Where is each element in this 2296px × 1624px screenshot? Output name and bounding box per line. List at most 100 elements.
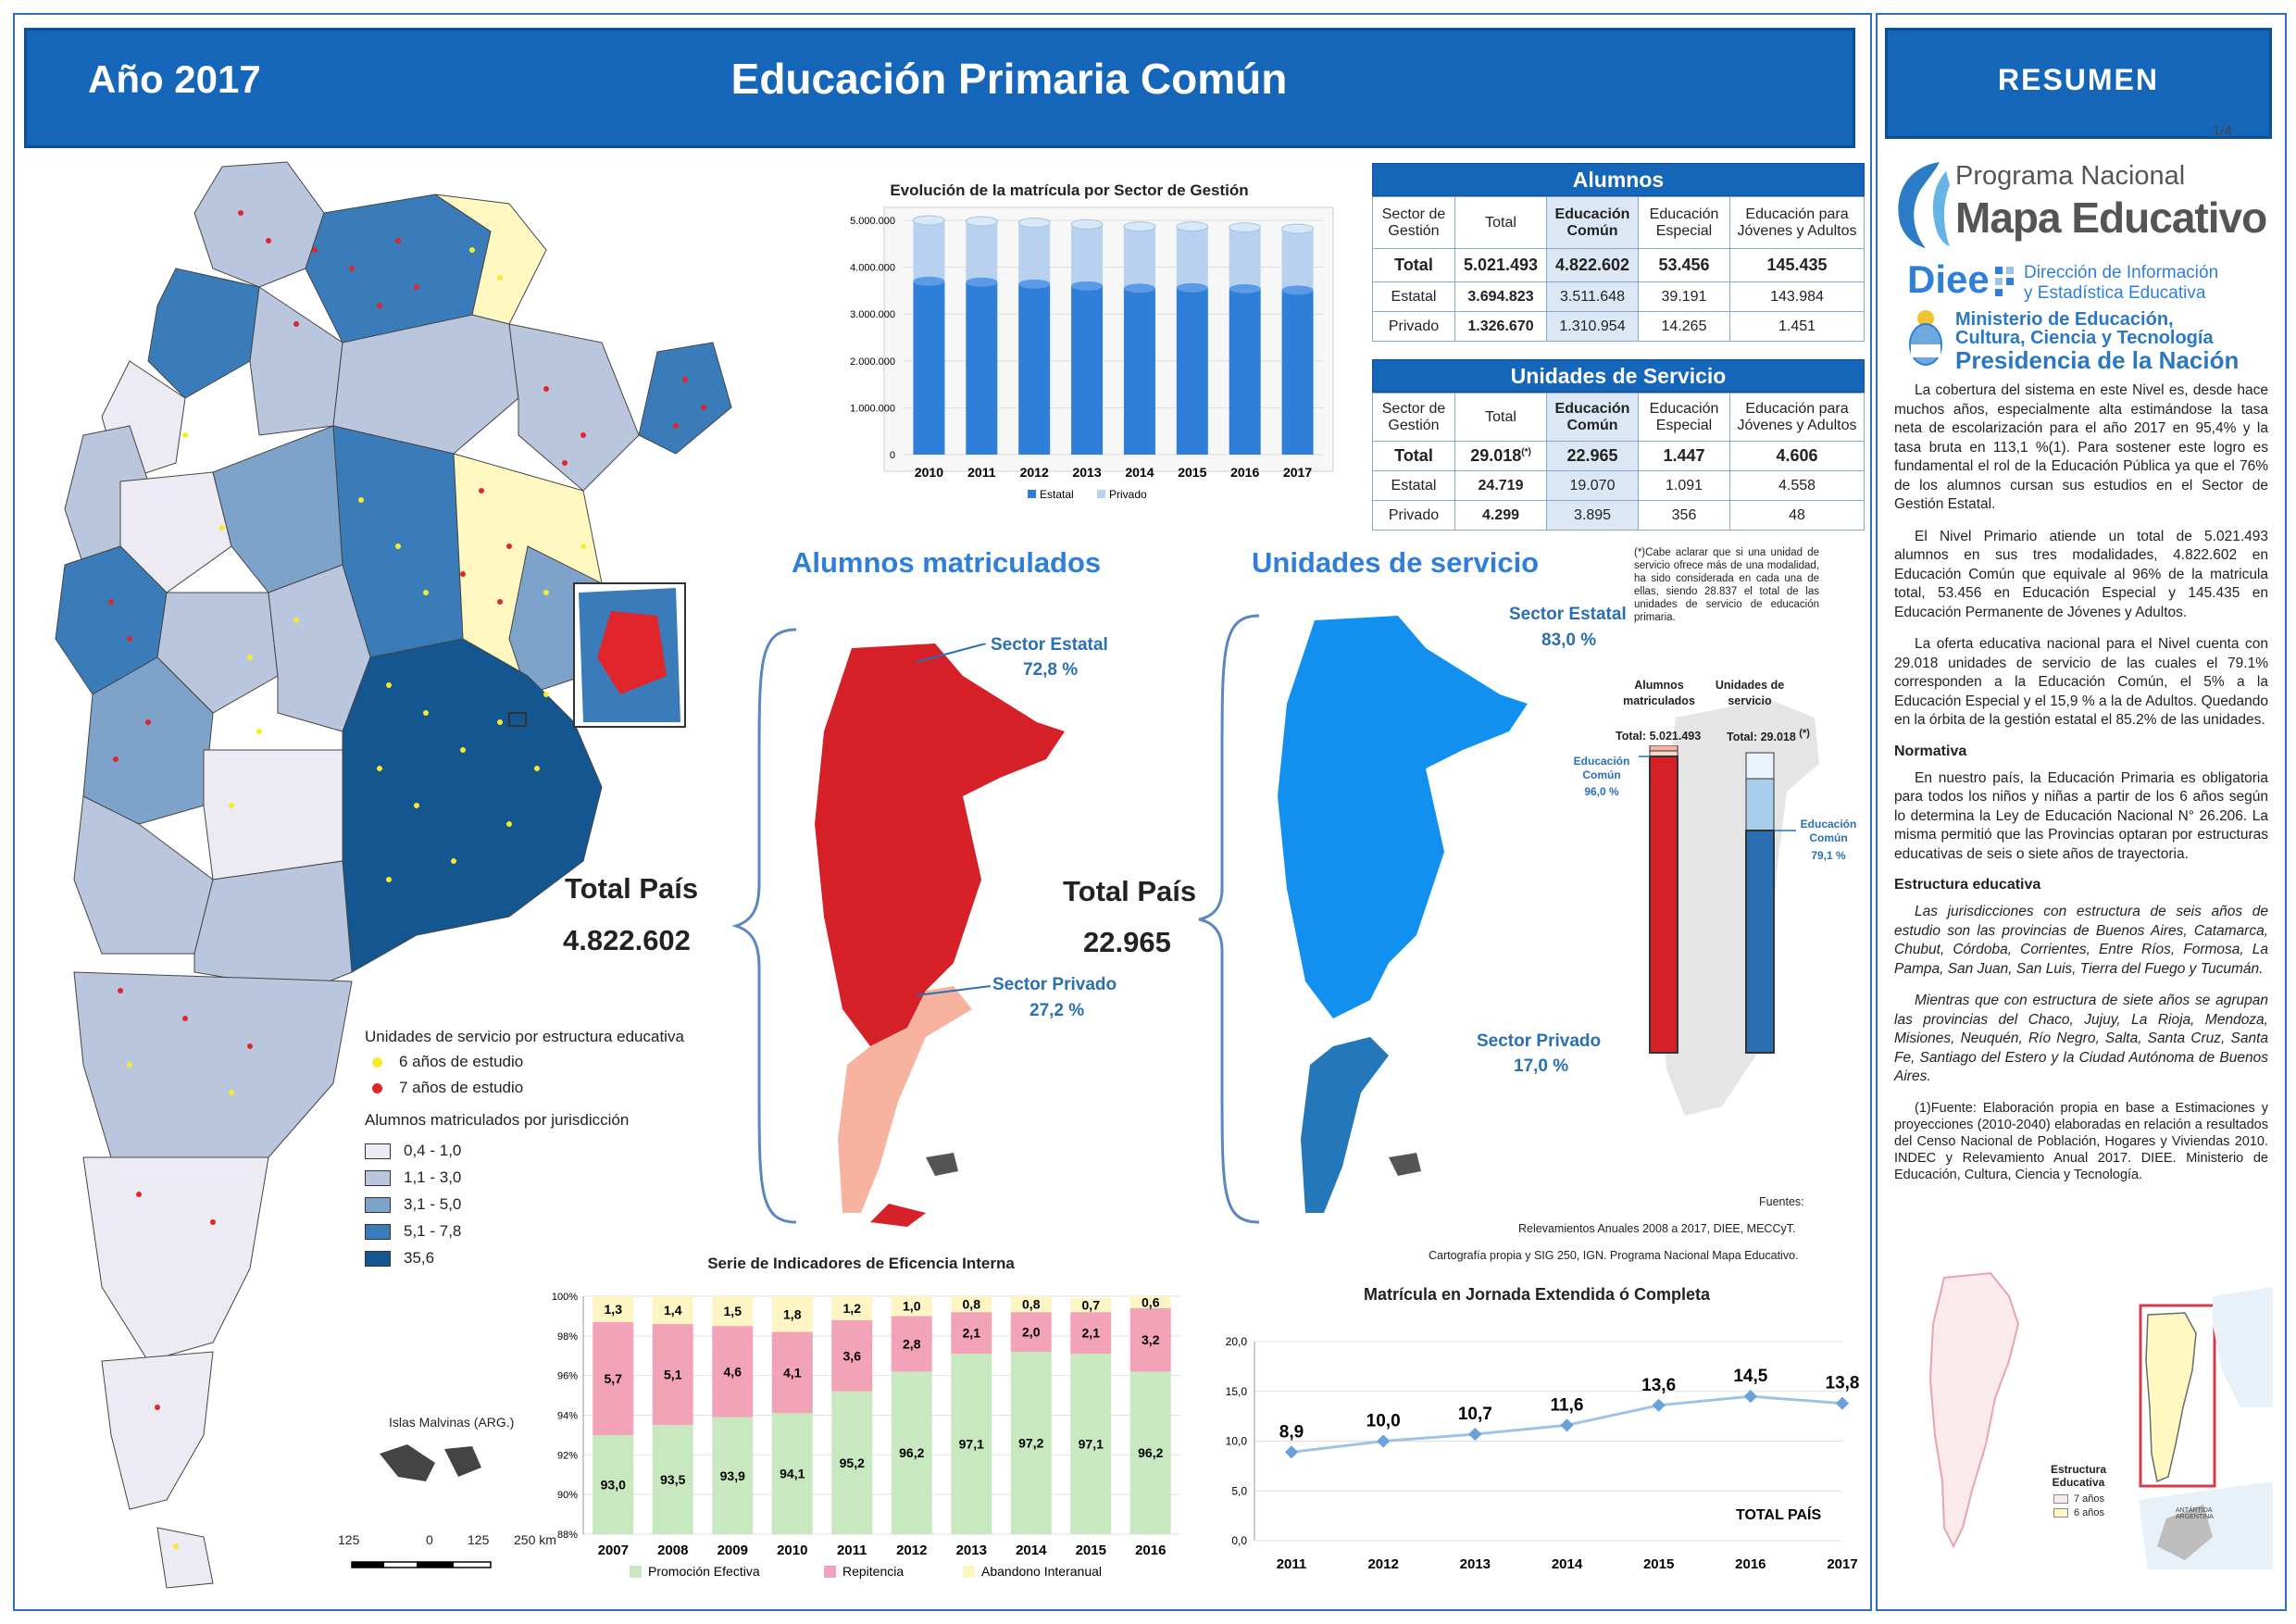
alumnos-cell: 39.191 [1638,281,1730,312]
unidades-table: Sector de Gestión Total Educación Común … [1372,393,1865,531]
data-point [1468,1427,1482,1442]
bar-segment [652,1323,693,1426]
year-label: Año 2017 [88,57,261,101]
unidades-row-estatal: Estatal 24.719 19.070 1.091 4.558 [1372,470,1865,501]
main-frame [13,13,1872,1611]
scale-label-3: 125 [468,1532,490,1547]
summary-p3: La oferta educativa nacional para el Niv… [1894,636,2268,728]
summary-title: RESUMEN [1997,63,2159,96]
data-label: 97,1 [959,1437,984,1452]
legend-label: Privado [1109,488,1147,501]
unidades-cell: 3.895 [1546,500,1639,531]
bar-cap [965,216,998,227]
mini-label-6: 6 años [2074,1507,2105,1518]
legend-class-2: 1,1 - 3,0 [365,1164,461,1191]
legend-swatch-1 [365,1143,391,1160]
data-label: 5,1 [664,1368,682,1382]
alumnos-total-label: Total País [565,872,699,905]
alumnos-table: Sector de Gestión Total Educación Común … [1372,196,1865,342]
unidades-row-privado: Privado 4.299 3.895 356 48 [1372,500,1865,531]
alumnos-estatal-label: Sector Estatal [991,635,1108,655]
alumnos-cell: 5.021.493 [1454,248,1547,282]
y-tick-label: 94% [557,1411,578,1422]
alumnos-header-row: Sector de Gestión Total Educación Común … [1372,196,1865,249]
x-tick-label: 2011 [1277,1556,1307,1572]
ministry-line2: Cultura, Ciencia y Tecnología [1955,328,2214,348]
red-dot-icon [372,1083,382,1094]
evolution-chart: Evolución de la matrícula por Sector de … [796,176,1342,509]
program-logo-icon [1898,162,1950,248]
legend-swatch [963,1566,975,1578]
x-tick-label: 2015 [1178,465,1206,480]
scale-label-2: 0 [426,1532,433,1547]
units-6-label: 6 años de estudio [399,1053,524,1070]
unidades-cell: 356 [1638,500,1730,531]
comparison-columns [1639,745,1796,1054]
unidades-estatal-label: Sector Estatal [1509,605,1627,624]
bar-cap [912,215,945,226]
x-tick-label: 2017 [1827,1556,1857,1572]
evolution-chart-title: Evolución de la matrícula por Sector de … [890,181,1249,199]
data-label: 97,2 [1018,1435,1043,1450]
unidades-h2: Educación Común [1546,393,1639,442]
legend-swatch-5 [365,1251,391,1268]
alumnos-h0: Sector de Gestión [1372,196,1455,249]
students-legend: 0,4 - 1,0 1,1 - 3,0 3,1 - 5,0 5,1 - 7,8 … [365,1137,461,1271]
alumnos-cell: 4.822.602 [1546,248,1639,282]
data-label: 1,8 [783,1306,802,1321]
legend-swatch [1028,490,1036,498]
y-tick-label: 15,0 [1226,1385,1248,1398]
data-label: 96,2 [899,1445,924,1460]
legend-label: Repitencia [842,1564,904,1579]
bar-segment [712,1417,754,1534]
bar-segment [1070,1312,1112,1355]
bar-segment [1129,1371,1171,1534]
source-line-2: Cartografía propia y SIG 250, IGN. Progr… [1429,1249,1799,1262]
units-legend-7: 7 años de estudio [365,1079,523,1097]
legend-swatch-2 [365,1170,391,1187]
bar-segment [712,1296,754,1327]
alumnos-cell: 143.984 [1729,281,1865,312]
alumnos-cell: Total [1372,248,1455,282]
data-label: 8,9 [1279,1422,1304,1442]
mini-label-7: 7 años [2074,1493,2105,1505]
data-label: 95,2 [840,1455,865,1470]
mini-swatch-6 [2053,1508,2068,1518]
mini-swatch-7 [2053,1494,2068,1505]
summary-p6: Mientras que con estructura de siete año… [1894,993,2268,1084]
data-label: 3,2 [1142,1332,1160,1347]
x-tick-label: 2017 [1283,465,1312,480]
x-tick-label: 2013 [1460,1556,1491,1572]
x-tick-label: 2015 [1076,1543,1106,1558]
alumnos-brace-icon [731,628,797,1224]
mini-map-svg [1928,1271,2273,1569]
main-map: Unidades de servicio por estructura educ… [28,157,787,1593]
bar-segment [1070,1354,1112,1534]
efficiency-chart: Serie de Indicadores de Eficencia Intern… [537,1255,1185,1593]
diee-sub1: Dirección de Información [2024,263,2219,282]
bar-segment [1010,1351,1052,1534]
bar-segment [891,1371,932,1534]
bar-split [1176,282,1208,293]
summary-p4: En nuestro país, la Educación Primaria e… [1894,769,2268,862]
units-legend-6: 6 años de estudio [365,1053,523,1071]
bar-segment [652,1296,693,1324]
bar-estatal [1071,285,1104,455]
data-label: 0,6 [1142,1294,1160,1309]
data-label: 10,7 [1458,1405,1492,1424]
x-tick-label: 2012 [896,1543,927,1558]
alumnos-cell: 1.310.954 [1546,311,1639,342]
unidades-cell: 48 [1729,500,1865,531]
x-tick-label: 2011 [967,465,996,480]
bar-split [1018,279,1051,289]
diee-dots-icon [1995,267,2014,296]
alumnos-section-title: Alumnos matriculados [792,546,1102,579]
sources-title: Fuentes: [1759,1195,1804,1208]
legend-label: TOTAL PAÍS [1736,1505,1821,1523]
data-label: 0,8 [963,1297,981,1312]
legend-class-2-label: 1,1 - 3,0 [404,1168,462,1186]
bar-segment [891,1316,932,1372]
bar-segment [1010,1296,1052,1313]
bar-segment [771,1296,813,1332]
col2-pct: 79,1 % [1811,849,1846,862]
